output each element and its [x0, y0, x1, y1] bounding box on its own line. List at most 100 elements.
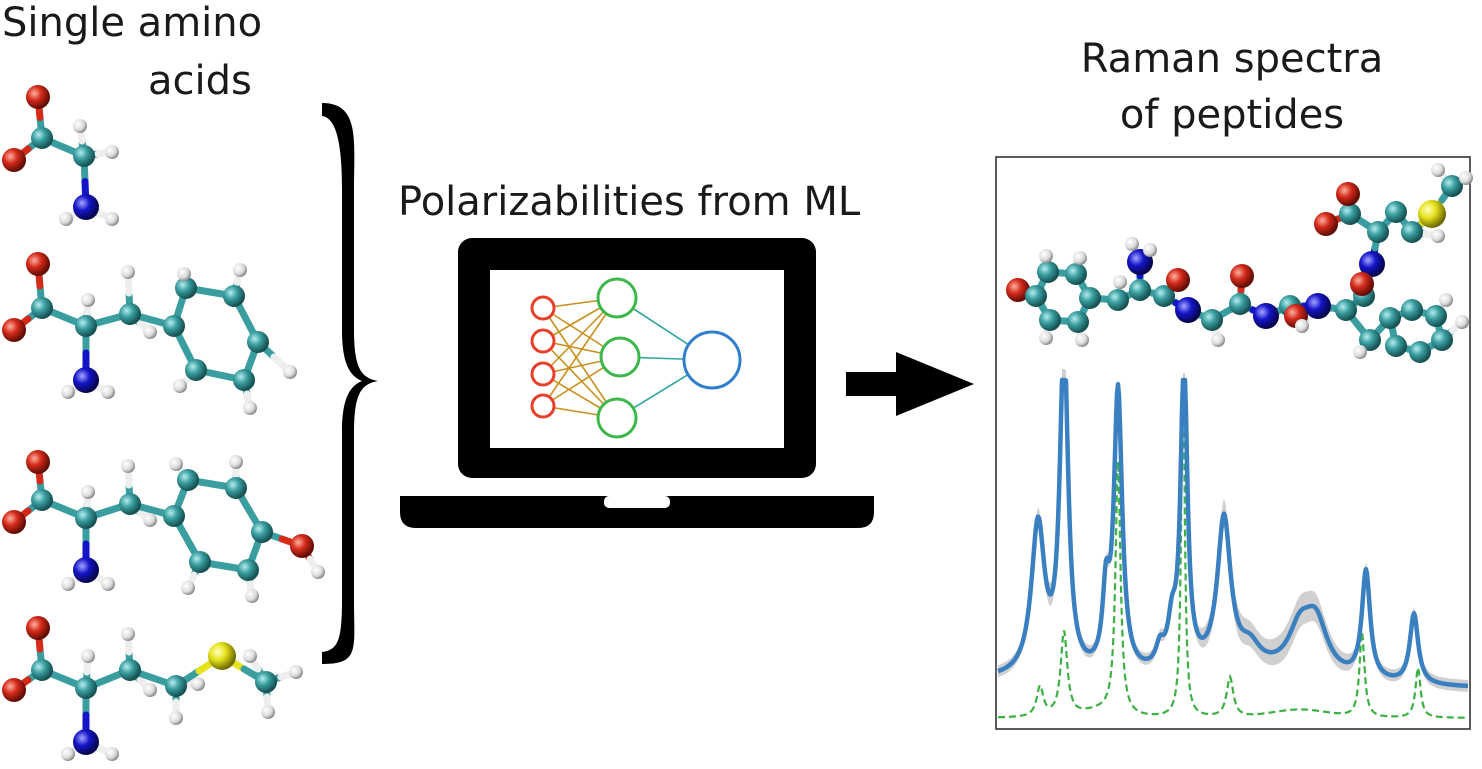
tyr-atom-C — [237, 559, 259, 581]
spectrum-panel — [995, 156, 1471, 730]
nn-hidden-node — [596, 277, 638, 319]
nn-input-node — [530, 393, 556, 419]
amino-acid-glycine — [2, 85, 119, 226]
pep-atom-C — [1385, 335, 1407, 357]
pep-atom-H — [1431, 163, 1445, 177]
left-title-line1: Single amino — [2, 0, 262, 46]
tyr-atom-C — [75, 507, 97, 529]
pep-atom-N — [1359, 251, 1385, 277]
phe-atom-C — [75, 315, 97, 337]
gly-atom-O — [2, 148, 26, 172]
pep-atom-C — [1037, 261, 1059, 283]
pep-atom-H — [1039, 249, 1053, 263]
pep-atom-C — [1339, 203, 1361, 225]
pep-atom-C — [1441, 175, 1463, 197]
pep-atom-C — [1079, 287, 1101, 309]
pep-atom-O — [1336, 182, 1360, 206]
tyr-atom-C — [251, 521, 273, 543]
met-atom-C — [31, 659, 53, 681]
pep-atom-H — [1211, 333, 1225, 347]
tyr-atom-O — [290, 534, 314, 558]
pep-atom-C — [1153, 285, 1175, 307]
phe-atom-C — [223, 285, 245, 307]
pep-atom-C — [1431, 329, 1453, 351]
pep-atom-H — [1039, 331, 1053, 345]
tyr-atom-H — [143, 513, 157, 527]
phe-atom-C — [233, 369, 255, 391]
tyr-atom-C — [119, 493, 141, 515]
pep-atom-O — [1350, 272, 1374, 296]
nn-hidden-node — [599, 336, 641, 378]
nn-connection — [542, 297, 618, 407]
phe-atom-H — [283, 365, 297, 379]
tyr-atom-H — [101, 577, 115, 591]
amino-acid-tyrosine — [2, 450, 325, 603]
phe-atom-C — [175, 277, 197, 299]
phe-atom-H — [243, 401, 257, 415]
met-atom-C — [255, 671, 277, 693]
tyr-atom-H — [229, 455, 243, 469]
reference-spectrum-line — [998, 381, 1468, 719]
pep-atom-O — [1166, 268, 1190, 292]
met-atom-H — [105, 747, 119, 761]
tyr-atom-C — [177, 469, 199, 491]
phe-atom-O — [2, 318, 26, 342]
nn-input-node — [530, 328, 556, 354]
pep-atom-C — [1201, 309, 1223, 331]
pep-atom-N — [1175, 297, 1201, 323]
tyr-atom-H — [181, 581, 195, 595]
peptide-molecule — [1006, 163, 1473, 363]
pep-atom-C — [1401, 299, 1423, 321]
phe-atom-C — [31, 297, 53, 319]
phe-atom-C — [185, 359, 207, 381]
pep-atom-H — [1113, 275, 1127, 289]
phe-atom-N — [73, 367, 99, 393]
phe-atom-H — [101, 385, 115, 399]
phe-atom-H — [177, 267, 191, 281]
phe-atom-C — [163, 315, 185, 337]
tyr-atom-O — [26, 450, 50, 474]
tyr-atom-C — [189, 551, 211, 573]
gly-atom-H — [73, 119, 87, 133]
gly-atom-H — [105, 212, 119, 226]
tyr-atom-H — [311, 565, 325, 579]
gly-atom-N — [73, 194, 99, 220]
phe-atom-H — [143, 325, 157, 339]
pep-atom-C — [1425, 305, 1447, 327]
gly-atom-C — [73, 145, 95, 167]
phe-atom-H — [233, 263, 247, 277]
met-atom-H — [61, 747, 75, 761]
tyr-atom-H — [169, 457, 183, 471]
pep-atom-H — [1143, 243, 1157, 257]
met-atom-H — [289, 665, 303, 679]
met-atom-S — [208, 642, 236, 670]
nn-input-node — [530, 295, 556, 321]
pep-atom-H — [1459, 171, 1473, 185]
pep-atom-C — [1229, 293, 1251, 315]
pep-atom-C — [1065, 263, 1087, 285]
met-atom-H — [81, 649, 95, 663]
phe-atom-C — [119, 303, 141, 325]
right-title-line1: Raman spectra — [1081, 36, 1383, 82]
curly-brace-icon — [322, 103, 378, 664]
pep-atom-C — [1409, 341, 1431, 363]
gly-atom-H — [105, 145, 119, 159]
tyr-atom-H — [245, 589, 259, 603]
tyr-atom-C — [31, 489, 53, 511]
phe-atom-H — [61, 385, 75, 399]
nn-connection — [542, 307, 618, 419]
pep-atom-H — [1073, 251, 1087, 265]
phe-atom-O — [26, 252, 50, 276]
phe-atom-H — [121, 265, 135, 279]
nn-output-node — [682, 330, 742, 390]
pep-atom-C — [1379, 307, 1401, 329]
pep-atom-H — [1075, 333, 1089, 347]
pep-atom-C — [1107, 289, 1129, 311]
nn-hidden-node — [596, 397, 638, 439]
pep-atom-C — [1359, 329, 1381, 351]
pep-atom-H — [1295, 319, 1309, 333]
phe-atom-H — [173, 379, 187, 393]
pep-atom-C — [1025, 285, 1047, 307]
pep-atom-C — [1335, 299, 1357, 321]
pep-atom-C — [1039, 309, 1061, 331]
